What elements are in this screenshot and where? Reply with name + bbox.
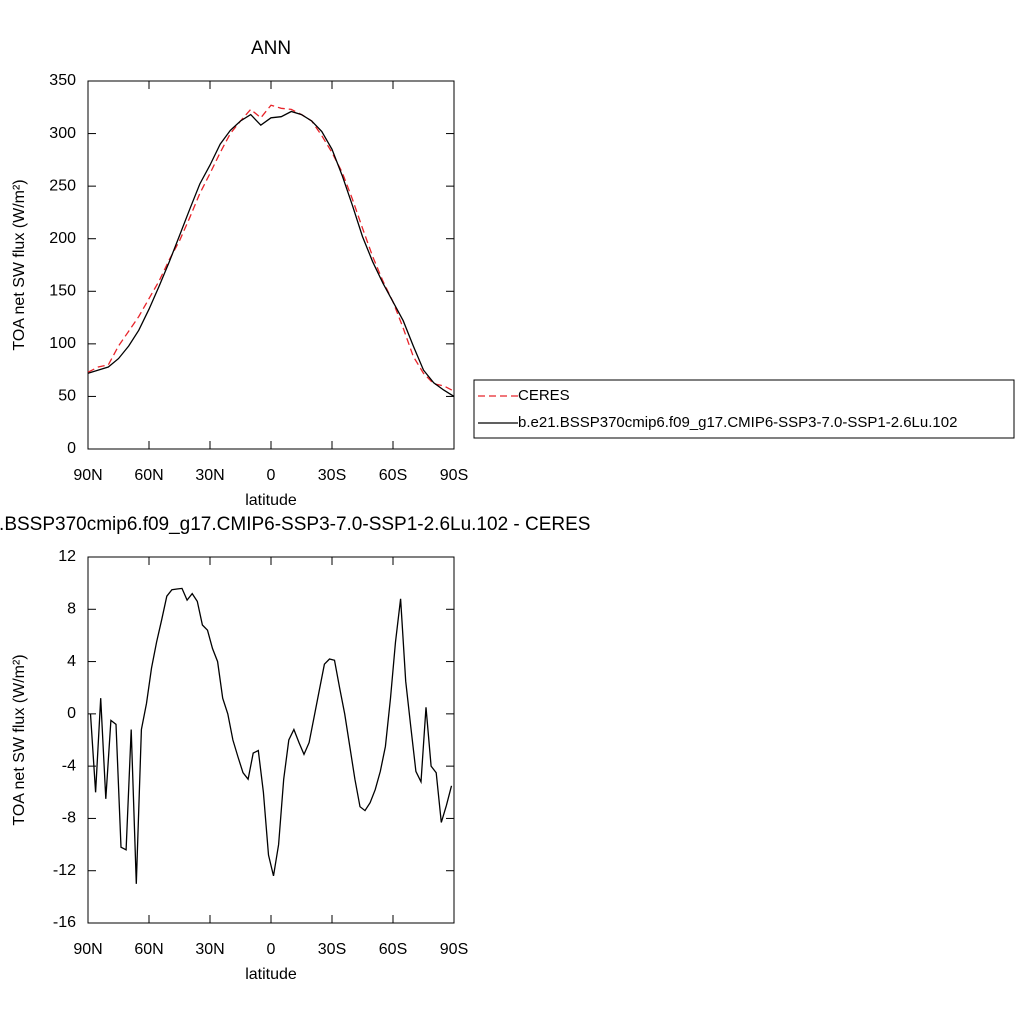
y-axis-label: TOA net SW flux (W/m²) xyxy=(11,179,28,350)
y-tick-label: 4 xyxy=(67,653,76,670)
y-tick-label: 0 xyxy=(67,705,76,722)
x-tick-label: 30N xyxy=(195,941,224,958)
x-tick-label: 0 xyxy=(267,467,276,484)
data-line xyxy=(87,110,455,397)
x-axis-label: latitude xyxy=(245,966,297,983)
y-tick-label: 150 xyxy=(49,283,76,300)
y-tick-label: -4 xyxy=(62,757,76,774)
legend-box xyxy=(473,379,1015,439)
chart-title: ANN xyxy=(251,38,291,59)
plot-frame xyxy=(87,80,455,450)
plot-frame xyxy=(87,556,455,924)
x-tick-label: 0 xyxy=(267,941,276,958)
x-tick-label: 60S xyxy=(379,467,407,484)
y-tick-label: 50 xyxy=(58,388,76,405)
y-tick-label: 200 xyxy=(49,230,76,247)
x-tick-label: 60S xyxy=(379,941,407,958)
y-tick-label: 0 xyxy=(67,440,76,457)
y-tick-label: 350 xyxy=(49,72,76,89)
y-tick-label: -16 xyxy=(53,914,76,931)
data-line xyxy=(89,587,453,884)
y-tick-label: 8 xyxy=(67,601,76,618)
x-tick-label: 30S xyxy=(318,941,346,958)
x-tick-label: 90S xyxy=(440,941,468,958)
x-axis-label: latitude xyxy=(245,492,297,509)
legend-label: b.e21.BSSP370cmip6.f09_g17.CMIP6-SSP3-7.… xyxy=(518,414,957,431)
x-tick-label: 30S xyxy=(318,467,346,484)
x-tick-label: 60N xyxy=(134,941,163,958)
x-tick-label: 90N xyxy=(73,941,102,958)
legend-label: CERES xyxy=(518,387,570,404)
x-tick-label: 30N xyxy=(195,467,224,484)
data-line xyxy=(87,104,455,392)
y-tick-label: 250 xyxy=(49,177,76,194)
y-tick-label: -8 xyxy=(62,810,76,827)
y-tick-label: -12 xyxy=(53,862,76,879)
chart-title: b.e21.BSSP370cmip6.f09_g17.CMIP6-SSP3-7.… xyxy=(0,514,590,535)
x-tick-label: 60N xyxy=(134,467,163,484)
y-axis-label: TOA net SW flux (W/m²) xyxy=(11,654,28,825)
y-tick-label: 300 xyxy=(49,125,76,142)
x-tick-label: 90N xyxy=(73,467,102,484)
y-tick-label: 100 xyxy=(49,335,76,352)
y-tick-label: 12 xyxy=(58,548,76,565)
x-tick-label: 90S xyxy=(440,467,468,484)
